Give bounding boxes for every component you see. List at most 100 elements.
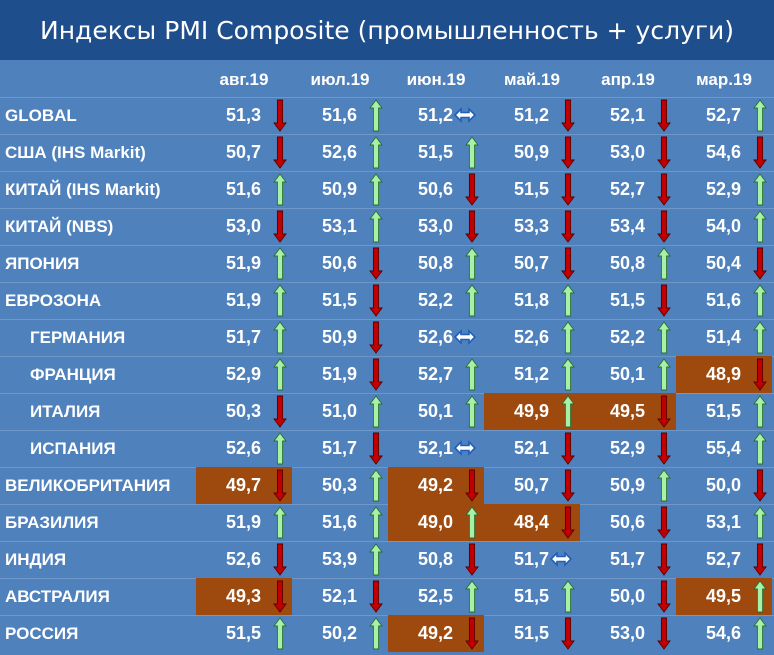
table-cell: 51,0 [292,393,388,430]
table-cell: 52,7 [676,97,772,134]
table-cell: 50,6 [580,504,676,541]
table-row: АВСТРАЛИЯ 49,3 52,1 52,5 51,5 50,0 49,5 [0,578,774,615]
arrow-up-icon [273,617,287,655]
cell-value: 50,4 [705,253,741,273]
table-cell: 50,8 [388,541,484,578]
arrow-up-icon [273,358,287,396]
arrow-down-icon [465,210,479,248]
arrow-left-right-icon [453,432,477,470]
row-divider [0,319,774,320]
table-row: КИТАЙ (NBS) 53,0 53,1 53,0 53,3 53,4 54,0 [0,208,774,245]
cell-value: 49,5 [705,586,741,606]
row-divider [0,282,774,283]
arrow-up-icon [561,580,575,618]
row-label: ВЕЛИКОБРИТАНИЯ [5,475,171,495]
arrow-down-icon [369,580,383,618]
table-cell-highlighted: 49,2 [388,615,484,652]
table-cell: 50,7 [484,245,580,282]
table-cell: 52,7 [388,356,484,393]
arrow-up-icon [273,284,287,322]
arrow-down-icon [657,210,671,248]
table-cell: 50,2 [292,615,388,652]
arrow-up-icon [753,284,767,322]
table-cell: 50,7 [484,467,580,504]
arrow-up-icon [369,617,383,655]
cell-value: 52,6 [321,142,357,162]
column-header: июл.19 [310,70,370,89]
arrow-down-icon [465,173,479,211]
table-cell-highlighted: 49,9 [484,393,580,430]
arrow-down-icon [657,432,671,470]
table-cell-highlighted: 49,5 [676,578,772,615]
cell-value: 52,7 [609,179,645,199]
row-divider [0,504,774,505]
table-cell: 51,5 [388,134,484,171]
arrow-down-icon [753,469,767,507]
table-row: КИТАЙ (IHS Markit) 51,6 50,9 50,6 51,5 52,7 52… [0,171,774,208]
cell-value: 52,1 [609,105,645,125]
cell-value: 50,9 [321,327,357,347]
arrow-down-icon [657,284,671,322]
arrow-up-icon [753,506,767,544]
row-label: ГЕРМАНИЯ [30,327,126,347]
table-cell: 51,5 [484,171,580,208]
arrow-down-icon [657,580,671,618]
arrow-up-icon [753,99,767,137]
arrow-down-icon [657,173,671,211]
table-cell: 52,1 [388,430,484,467]
row-divider [0,615,774,616]
cell-value: 53,4 [609,216,645,236]
cell-value: 49,9 [513,401,549,421]
cell-value: 51,9 [321,364,357,384]
table-cell-highlighted: 48,4 [484,504,580,541]
cell-value: 51,6 [321,105,357,125]
row-label: ИТАЛИЯ [30,401,101,421]
table-row: ИНДИЯ 52,6 53,9 50,8 51,7 51,7 52,7 [0,541,774,578]
table-cell: 51,7 [580,541,676,578]
cell-value: 51,9 [225,512,261,532]
table-row: ЯПОНИЯ 51,9 50,6 50,8 50,7 50,8 50,4 [0,245,774,282]
arrow-down-icon [273,543,287,581]
table-cell: 50,1 [388,393,484,430]
row-label: КИТАЙ (NBS) [5,216,114,236]
arrow-up-icon [753,617,767,655]
arrow-up-icon [369,136,383,174]
arrow-down-icon [561,506,575,544]
arrow-down-icon [465,543,479,581]
arrow-down-icon [369,358,383,396]
cell-value: 50,9 [609,475,645,495]
table-cell: 53,4 [580,208,676,245]
cell-value: 52,1 [321,586,357,606]
arrow-down-icon [273,469,287,507]
arrow-down-icon [465,469,479,507]
cell-value: 51,5 [225,623,261,643]
arrow-up-icon [561,395,575,433]
cell-value: 52,6 [225,438,261,458]
table-cell: 52,1 [580,97,676,134]
cell-value: 53,9 [321,549,357,569]
arrow-down-icon [753,247,767,285]
column-header: апр.19 [601,70,655,89]
arrow-up-icon [753,173,767,211]
arrow-up-icon [273,173,287,211]
title-bar: Индексы PMI Composite (промышленность + … [0,0,774,60]
row-label: ИСПАНИЯ [30,438,116,458]
table-cell: 50,3 [292,467,388,504]
arrow-up-icon [465,247,479,285]
table-cell: 51,9 [292,356,388,393]
arrow-up-icon [369,210,383,248]
cell-value: 51,4 [705,327,741,347]
table-cell: 52,5 [388,578,484,615]
table-cell: 50,1 [580,356,676,393]
row-divider [0,245,774,246]
table-cell: 51,7 [196,319,292,356]
cell-value: 50,7 [513,475,549,495]
table-cell: 51,3 [196,97,292,134]
row-label: США (IHS Markit) [5,142,146,162]
cell-value: 52,6 [417,327,453,347]
table-cell: 51,5 [292,282,388,319]
cell-value: 50,3 [225,401,261,421]
arrow-down-icon [657,617,671,655]
table-cell: 50,3 [196,393,292,430]
cell-value: 52,9 [705,179,741,199]
